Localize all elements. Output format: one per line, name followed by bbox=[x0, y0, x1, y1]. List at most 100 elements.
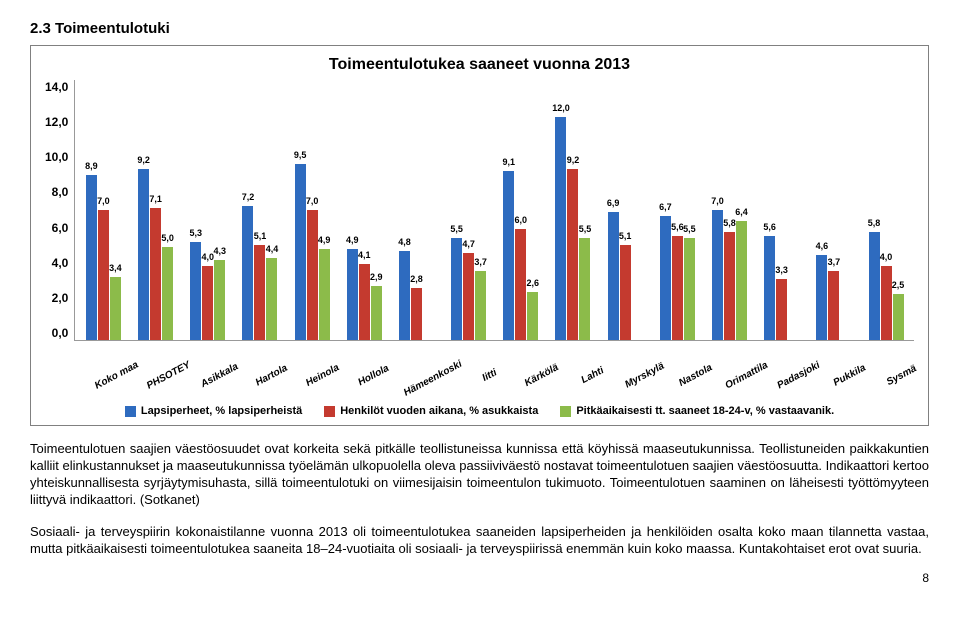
bar: 9,5 bbox=[295, 164, 306, 340]
bar-value-label: 2,8 bbox=[410, 274, 423, 284]
bar-value-label: 5,6 bbox=[763, 222, 776, 232]
bar-value-label: 4,0 bbox=[202, 252, 215, 262]
legend-item: Henkilöt vuoden aikana, % asukkaista bbox=[324, 405, 538, 417]
legend-label: Lapsiperheet, % lapsiperheistä bbox=[141, 405, 302, 417]
bar: 4,6 bbox=[816, 255, 827, 340]
legend-label: Henkilöt vuoden aikana, % asukkaista bbox=[340, 405, 538, 417]
bar: 9,2 bbox=[138, 169, 149, 340]
bar-value-label: 9,5 bbox=[294, 150, 307, 160]
bar-value-label: 8,9 bbox=[85, 161, 98, 171]
bar-value-label: 5,5 bbox=[579, 224, 592, 234]
y-tick: 2,0 bbox=[52, 291, 69, 305]
bar: 12,0 bbox=[555, 117, 566, 340]
bar-value-label: 6,7 bbox=[659, 202, 672, 212]
bar: 5,1 bbox=[254, 245, 265, 340]
bar: 5,5 bbox=[451, 238, 462, 340]
bar: 6,0 bbox=[515, 229, 526, 340]
bar: 3,7 bbox=[828, 271, 839, 340]
bar-value-label: 5,3 bbox=[190, 228, 203, 238]
bar-group: 12,09,25,5 bbox=[547, 117, 599, 340]
bar-value-label: 6,4 bbox=[735, 207, 748, 217]
section-title: 2.3 Toimeentulotuki bbox=[30, 20, 929, 37]
bar: 5,0 bbox=[162, 247, 173, 340]
bar-value-label: 7,1 bbox=[149, 194, 162, 204]
bar-value-label: 5,5 bbox=[683, 224, 696, 234]
bar: 4,0 bbox=[202, 266, 213, 340]
bar: 7,0 bbox=[307, 210, 318, 340]
bar: 4,9 bbox=[319, 249, 330, 340]
bar: 2,9 bbox=[371, 286, 382, 340]
plot-area: 8,97,03,49,27,15,05,34,04,37,25,14,49,57… bbox=[74, 80, 914, 341]
bar-value-label: 4,9 bbox=[346, 235, 359, 245]
x-label: Orimattila bbox=[712, 341, 772, 393]
paragraph-2: Sosiaali- ja terveyspiirin kokonaistilan… bbox=[30, 523, 929, 557]
y-tick: 4,0 bbox=[52, 256, 69, 270]
bar-value-label: 9,2 bbox=[567, 155, 580, 165]
bar: 3,7 bbox=[475, 271, 486, 340]
bar: 7,0 bbox=[98, 210, 109, 340]
bar: 3,3 bbox=[776, 279, 787, 340]
bar-value-label: 5,1 bbox=[619, 231, 632, 241]
bar-group: 9,16,02,6 bbox=[495, 171, 547, 340]
bar-value-label: 5,6 bbox=[671, 222, 684, 232]
bar-value-label: 4,6 bbox=[816, 241, 829, 251]
bar: 4,1 bbox=[359, 264, 370, 340]
bar-group: 4,94,12,9 bbox=[338, 249, 390, 340]
y-tick: 12,0 bbox=[45, 115, 68, 129]
bar: 5,6 bbox=[672, 236, 683, 340]
bar: 2,5 bbox=[893, 294, 904, 340]
legend-item: Lapsiperheet, % lapsiperheistä bbox=[125, 405, 302, 417]
bar-value-label: 3,3 bbox=[775, 265, 788, 275]
bar-group: 9,57,04,9 bbox=[286, 164, 338, 340]
y-tick: 6,0 bbox=[52, 221, 69, 235]
bar: 7,0 bbox=[712, 210, 723, 340]
bar-value-label: 4,9 bbox=[318, 235, 331, 245]
bar: 3,4 bbox=[110, 277, 121, 340]
x-label: Hartola bbox=[237, 341, 297, 393]
bar: 2,8 bbox=[411, 288, 422, 340]
x-label: Nastola bbox=[661, 341, 721, 393]
bar-value-label: 9,1 bbox=[503, 157, 516, 167]
bar-group: 5,54,73,7 bbox=[443, 238, 495, 340]
bar-value-label: 12,0 bbox=[552, 103, 570, 113]
bar: 4,8 bbox=[399, 251, 410, 340]
chart-container: Toimeentulotukea saaneet vuonna 2013 14,… bbox=[30, 45, 929, 426]
bar-group: 5,34,04,3 bbox=[182, 242, 234, 340]
x-label: PHSOTEY bbox=[134, 341, 194, 393]
y-tick: 10,0 bbox=[45, 150, 68, 164]
bar: 5,8 bbox=[724, 232, 735, 340]
chart-title: Toimeentulotukea saaneet vuonna 2013 bbox=[45, 56, 914, 74]
bar: 9,2 bbox=[567, 169, 578, 340]
bar: 5,8 bbox=[869, 232, 880, 340]
bar: 4,3 bbox=[214, 260, 225, 340]
bar-group: 7,25,14,4 bbox=[234, 206, 286, 340]
x-label: Kärkölä bbox=[507, 341, 567, 393]
bar-value-label: 4,3 bbox=[214, 246, 227, 256]
bar-value-label: 2,5 bbox=[892, 280, 905, 290]
bar-value-label: 7,0 bbox=[306, 196, 319, 206]
bar-value-label: 4,0 bbox=[880, 252, 893, 262]
bar-value-label: 2,9 bbox=[370, 272, 383, 282]
bar-value-label: 9,2 bbox=[137, 155, 150, 165]
bar: 2,6 bbox=[527, 292, 538, 340]
bar: 5,5 bbox=[579, 238, 590, 340]
x-label: Hollola bbox=[339, 341, 399, 393]
y-tick: 0,0 bbox=[52, 326, 69, 340]
bar-value-label: 4,1 bbox=[358, 250, 371, 260]
y-axis: 14,0 12,0 10,0 8,0 6,0 4,0 2,0 0,0 bbox=[45, 80, 74, 340]
y-tick: 8,0 bbox=[52, 185, 69, 199]
legend-swatch bbox=[560, 406, 571, 417]
bar: 5,5 bbox=[684, 238, 695, 340]
bar: 5,1 bbox=[620, 245, 631, 340]
legend-swatch bbox=[125, 406, 136, 417]
bar-group: 6,95,1 bbox=[599, 212, 651, 340]
paragraph-1: Toimeentulotuen saajien väestöosuudet ov… bbox=[30, 440, 929, 509]
y-tick: 14,0 bbox=[45, 80, 68, 94]
legend-item: Pitkäaikaisesti tt. saaneet 18-24-v, % v… bbox=[560, 405, 834, 417]
legend-swatch bbox=[324, 406, 335, 417]
bar: 6,9 bbox=[608, 212, 619, 340]
x-label: Asikkala bbox=[185, 341, 245, 393]
bar: 6,7 bbox=[660, 216, 671, 340]
x-label: Hämeenkoski bbox=[392, 341, 463, 399]
x-label: Lahti bbox=[558, 341, 618, 393]
